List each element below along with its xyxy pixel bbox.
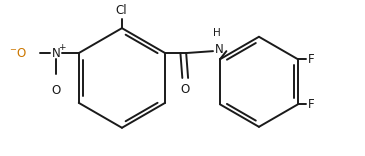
Text: +: + bbox=[58, 43, 65, 52]
Text: O: O bbox=[181, 83, 190, 96]
Text: N: N bbox=[215, 43, 224, 56]
Text: O: O bbox=[51, 84, 61, 97]
Text: F: F bbox=[308, 53, 314, 66]
Text: H: H bbox=[213, 28, 221, 38]
Text: $^{-}$O: $^{-}$O bbox=[9, 46, 27, 60]
Text: Cl: Cl bbox=[115, 4, 127, 17]
Text: F: F bbox=[308, 98, 314, 111]
Text: $\mathregular{N}$: $\mathregular{N}$ bbox=[51, 46, 61, 60]
